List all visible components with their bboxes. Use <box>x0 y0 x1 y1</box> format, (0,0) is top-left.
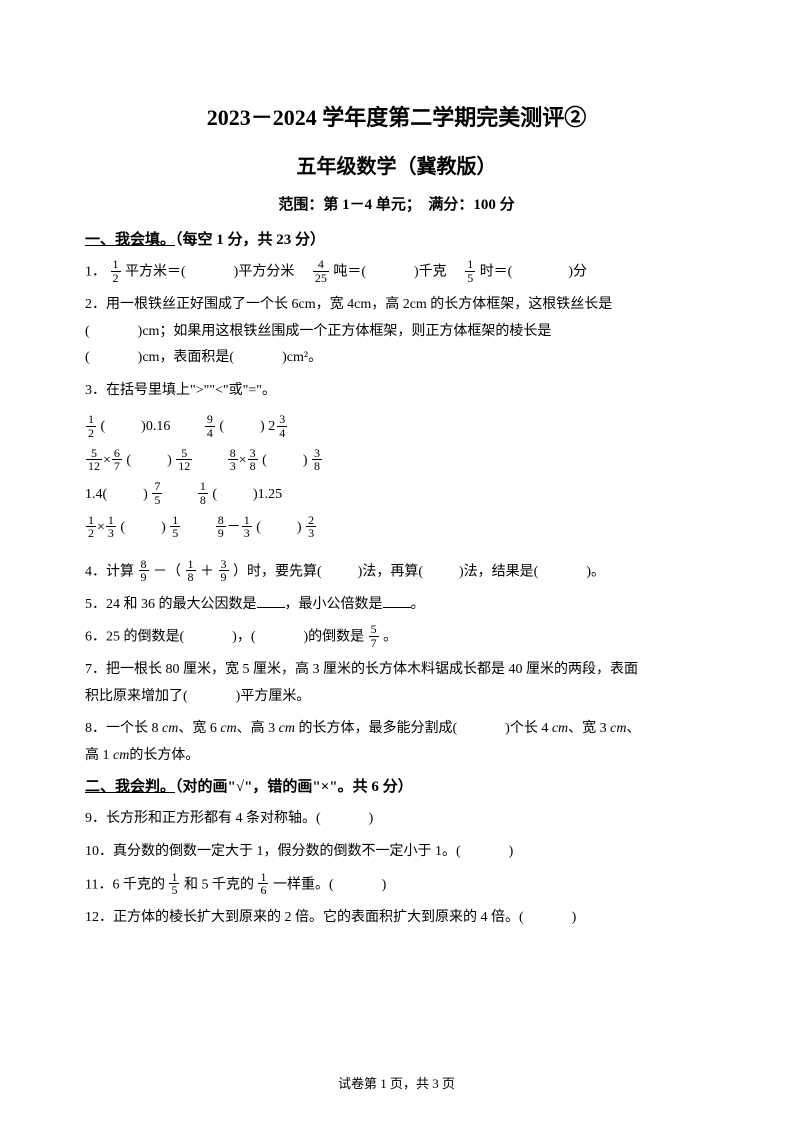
q2-l3c: )cm²。 <box>282 350 322 365</box>
q7: 7．把一根长 80 厘米，宽 5 厘米，高 3 厘米的长方体木料锯成长都是 40… <box>85 657 708 710</box>
q1-u3b: )分 <box>568 264 587 279</box>
q1-u2a: 吨＝( <box>333 264 366 279</box>
q10: 10．真分数的倒数一定大于 1，假分数的倒数不一定小于 1。() <box>85 839 708 866</box>
q2-l2b: )cm；如果用这根铁丝围成一个正方体框架，则正方体框架的棱长是 <box>138 324 552 339</box>
page-title-1: 2023－2024 学年度第二学期完美测评② <box>85 100 708 132</box>
page-title-2: 五年级数学（冀教版） <box>85 150 708 179</box>
q1: 1． 12 平方米＝( )平方分米 425 吨＝( )千克 15 时＝( )分 <box>85 259 708 286</box>
q5: 5．24 和 36 的最大公因数是，最小公倍数是。 <box>85 592 708 619</box>
page-title-3: 范围：第 1－4 单元； 满分：100 分 <box>85 193 708 214</box>
q6: 6．25 的倒数是()，()的倒数是 57 。 <box>85 624 708 651</box>
q4: 4．计算 89 －（ 18 ＋ 39 ）时，要先算()法，再算()法，结果是()… <box>85 559 708 586</box>
q2-l2a: ( <box>85 324 90 339</box>
section-2-head-prefix: 二、我会判。 <box>85 779 175 795</box>
section-1-head: 一、我会填。（每空 1 分，共 23 分） <box>85 228 708 249</box>
q3-row4: 12×13 () 15 89－13 () 23 <box>85 511 708 545</box>
q11: 11．6 千克的 15 和 5 千克的 16 一样重。() <box>85 872 708 899</box>
section-1-head-note: （每空 1 分，共 23 分） <box>175 232 325 248</box>
q1-u3a: 时＝( <box>480 264 513 279</box>
q2-l3b: )cm，表面积是( <box>138 350 234 365</box>
frac-1-2: 12 <box>111 258 121 284</box>
exam-page: 2023－2024 学年度第二学期完美测评② 五年级数学（冀教版） 范围：第 1… <box>0 0 793 1122</box>
page-footer: 试卷第 1 页，共 3 页 <box>0 1073 793 1092</box>
frac-1-5: 15 <box>465 258 475 284</box>
section-2-head-note: （对的画"√"，错的画"×"。共 6 分） <box>175 779 413 795</box>
q1-u1a: 平方米＝( <box>125 264 186 279</box>
q9: 9．长方形和正方形都有 4 条对称轴。() <box>85 806 708 833</box>
q3-head: 3．在括号里填上">""<"或"="。 <box>85 378 708 405</box>
q8: 8．一个长 8 cm、宽 6 cm、高 3 cm 的长方体，最多能分割成()个长… <box>85 716 708 769</box>
q2-l1: 2．用一根铁丝正好围成了一个长 6cm，宽 4cm，高 2cm 的长方体框架，这… <box>85 297 612 312</box>
q2: 2．用一根铁丝正好围成了一个长 6cm，宽 4cm，高 2cm 的长方体框架，这… <box>85 292 708 372</box>
q3-row2: 512×67 () 512 83×38 () 38 <box>85 444 708 478</box>
section-2-head: 二、我会判。（对的画"√"，错的画"×"。共 6 分） <box>85 775 708 796</box>
q1-u2b: )千克 <box>414 264 447 279</box>
q1-u1b: )平方分米 <box>234 264 295 279</box>
frac-4-25: 425 <box>313 258 329 284</box>
q3-row3: 1.4() 75 18 ()1.25 <box>85 478 708 512</box>
q3-row1: 12 ()0.16 94 () 234 <box>85 410 708 444</box>
q2-l3a: ( <box>85 350 90 365</box>
q12: 12．正方体的棱长扩大到原来的 2 倍。它的表面积扩大到原来的 4 倍。() <box>85 905 708 932</box>
q1-num: 1． <box>85 264 106 279</box>
section-1-head-prefix: 一、我会填。 <box>85 232 175 248</box>
